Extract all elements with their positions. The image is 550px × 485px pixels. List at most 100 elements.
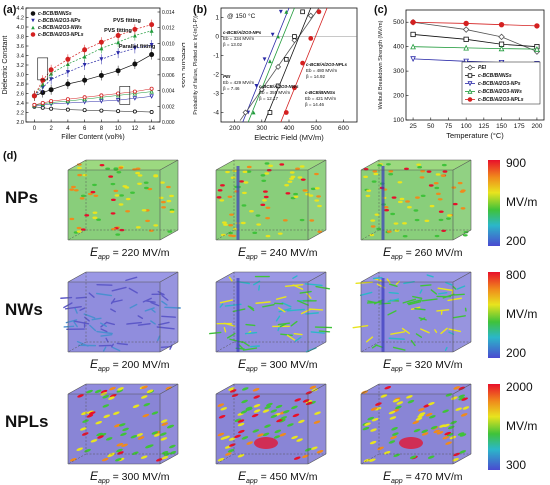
field-particle [415, 196, 420, 199]
field-particle [147, 187, 153, 191]
field-particle [419, 289, 423, 294]
field-particle [76, 230, 82, 233]
field-particle [146, 389, 154, 393]
field-particle [246, 165, 252, 169]
panel-a-point [149, 52, 155, 58]
panel-a-loss-point [132, 89, 137, 94]
panel-b-point [300, 9, 305, 15]
field-map-nps-3 [360, 159, 472, 241]
panel-a-legend-marker [31, 18, 35, 23]
field-particle [110, 212, 116, 215]
panel-a-legend-marker [31, 25, 35, 30]
field-particle [238, 429, 245, 434]
panel-a-loss-point [115, 98, 121, 103]
field-particle [444, 346, 448, 352]
field-particle [131, 451, 139, 455]
eapp-value: = 470 MV/m [402, 471, 463, 483]
field-particle [406, 395, 413, 399]
field-particle [132, 404, 140, 408]
field-particle [89, 324, 97, 332]
field-particle [379, 302, 391, 305]
field-particle [160, 181, 165, 184]
field-particle [264, 424, 271, 428]
field-particle [140, 455, 148, 459]
field-particle [278, 307, 292, 313]
field-particle [442, 170, 448, 173]
field-particle [94, 389, 102, 394]
panel-c-xtick-label: 25 [409, 123, 417, 130]
field-particle [80, 194, 86, 198]
field-particle [386, 230, 392, 233]
field-particle [377, 164, 383, 167]
field-particle [169, 451, 177, 455]
panel-b-point [275, 63, 282, 70]
field-particle [442, 409, 449, 413]
field-particle [242, 347, 258, 351]
field-particle [420, 169, 426, 173]
field-particle [434, 329, 438, 333]
field-particle [370, 407, 378, 411]
field-particle [370, 428, 377, 432]
panel-b-temp-label: @ 150 °C [227, 12, 256, 20]
field-particle [114, 423, 121, 428]
field-particle [446, 217, 451, 220]
field-particle [284, 283, 304, 288]
panel-a-loss-point [32, 102, 37, 107]
panel-b-point [268, 59, 272, 64]
field-particle [460, 189, 466, 192]
field-particle [63, 325, 75, 328]
panel-b-series-eb: Eb = 480 MV/m [306, 68, 337, 73]
eapp-value: = 450 MV/m [257, 471, 318, 483]
cube-side-face [453, 160, 471, 240]
row-label-npls: NPLs [5, 412, 49, 431]
panel-b-series-beta: β = 13.02 [223, 42, 242, 47]
panel-b-point [267, 110, 273, 115]
panel-c-legend-marker [467, 73, 473, 78]
eapp-symbol: E [90, 469, 99, 483]
row-label-nps: NPs [5, 188, 39, 207]
panel-a-point [65, 81, 71, 87]
panel-b-point [276, 34, 281, 39]
cube-edge [215, 271, 235, 283]
eapp-value: = 260 MV/m [402, 247, 463, 259]
field-particle [393, 222, 399, 225]
panel-a-legend-marker [30, 32, 36, 37]
field-particle [279, 433, 287, 437]
field-particle [93, 194, 99, 197]
cube-edge [452, 341, 472, 353]
field-particle [135, 226, 141, 229]
cube-edge [452, 453, 472, 465]
field-particle [293, 332, 303, 336]
panel-a-ytick-label: 2.6 [16, 92, 24, 98]
field-particle [397, 181, 403, 184]
field-particle [424, 219, 430, 223]
field-particle [388, 283, 398, 287]
cube-side-face [453, 272, 471, 352]
panel-c-xlabel: Temperature (°C) [446, 131, 504, 140]
field-particle [318, 330, 331, 333]
cube-edge [452, 383, 472, 395]
panel-a-fit-curve [34, 30, 152, 97]
panel-b-point [291, 37, 298, 44]
field-particle [299, 165, 305, 168]
colorbar-unit-label: MV/m [506, 195, 538, 209]
field-particle [287, 180, 293, 183]
field-particle [100, 389, 108, 394]
applied-field-label: Eapp = 260 MV/m [383, 245, 463, 261]
field-particle [161, 206, 166, 209]
field-particle [90, 190, 96, 194]
panel-a-xtick-label: 12 [132, 126, 139, 132]
field-particle [453, 386, 460, 390]
field-particle [420, 328, 430, 334]
field-particle [314, 411, 321, 415]
field-particle [118, 203, 124, 206]
field-particle [118, 423, 126, 427]
panel-c-point [463, 20, 469, 27]
field-particle [96, 218, 101, 221]
field-particle [437, 287, 453, 292]
field-particle [420, 284, 432, 287]
panel-a-loss-point [82, 95, 87, 100]
field-particle [225, 452, 232, 456]
field-particle [293, 192, 298, 196]
field-particle [110, 298, 116, 305]
